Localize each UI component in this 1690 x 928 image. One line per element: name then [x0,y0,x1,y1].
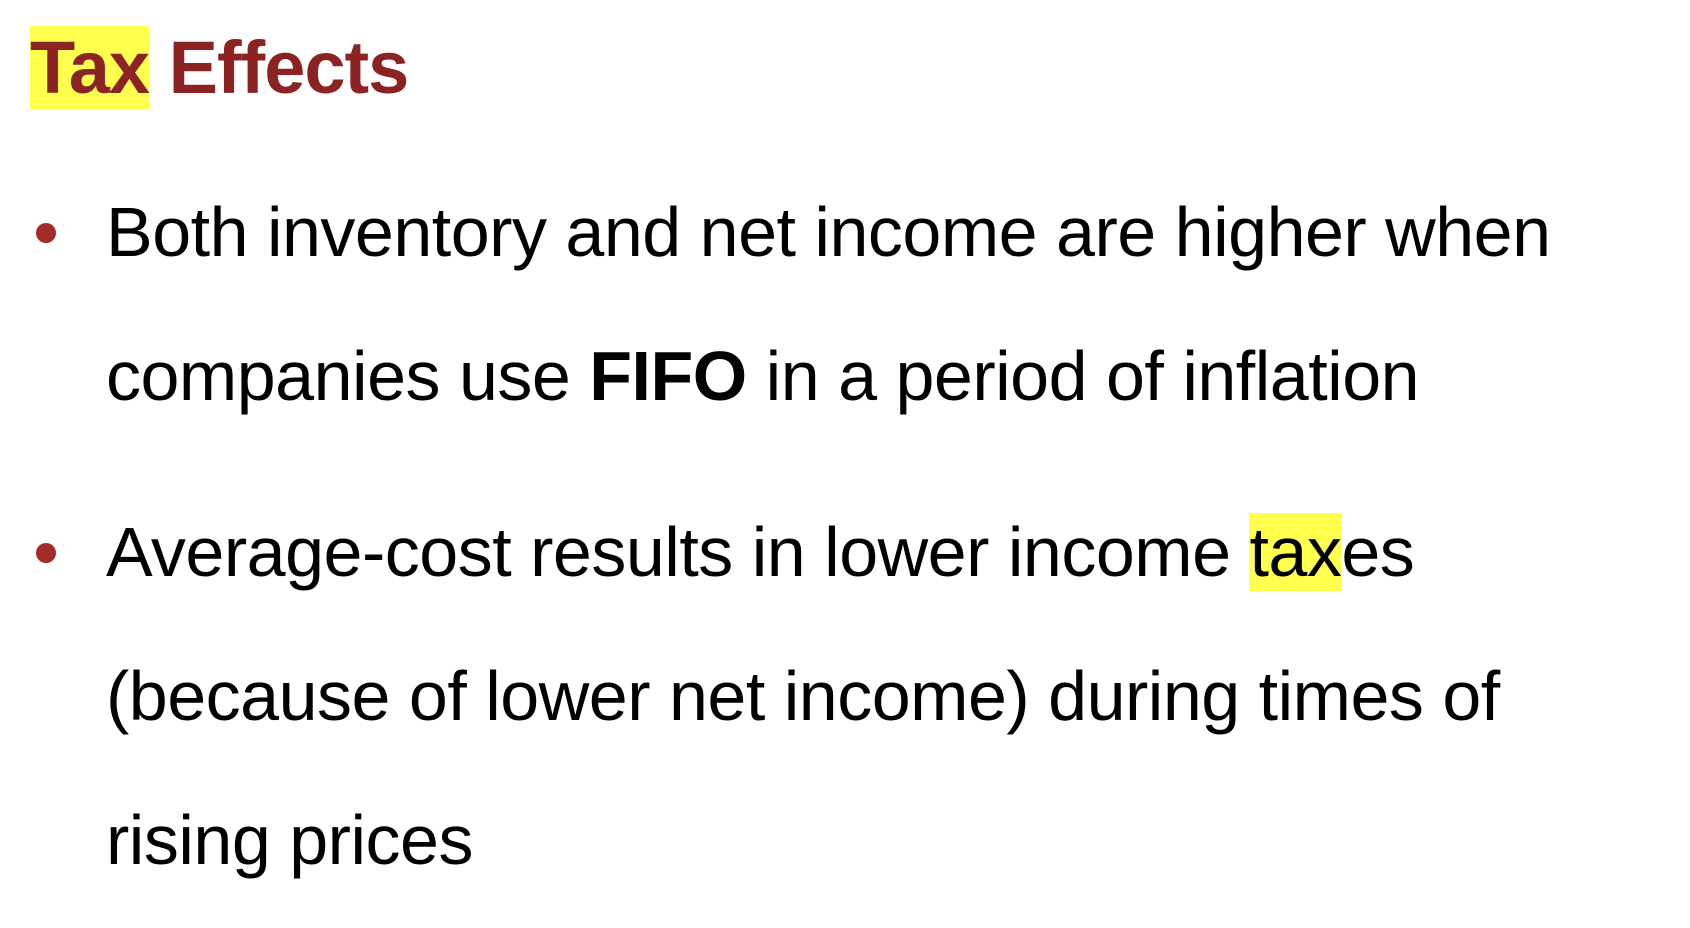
bullet-text: Both inventory and net income are higher… [106,160,1666,448]
bullet-text: Average-cost results in lower income tax… [106,480,1666,912]
bullet-line: (because of lower net income) during tim… [106,657,1500,735]
text-run: Average-cost results in lower income [106,513,1250,591]
bullet-line: rising prices [106,801,473,879]
bullet-dot-icon [36,543,56,563]
bullet-line: Both inventory and net income are higher… [106,193,1551,271]
bullet-dot-icon [36,223,56,243]
title-rest: Effects [149,26,410,109]
bullet-line: Average-cost results in lower income tax… [106,480,1666,624]
search-highlight: tax [1249,513,1342,591]
text-run: es [1341,513,1415,591]
bullet-line: companies use FIFO in a period of inflat… [106,304,1666,448]
bold-term-fifo: FIFO [589,337,747,415]
text-run: companies use [106,337,590,415]
text-run: in a period of inflation [746,337,1420,415]
slide-title: Tax Effects [30,22,410,114]
title-highlight: Tax [30,26,150,109]
